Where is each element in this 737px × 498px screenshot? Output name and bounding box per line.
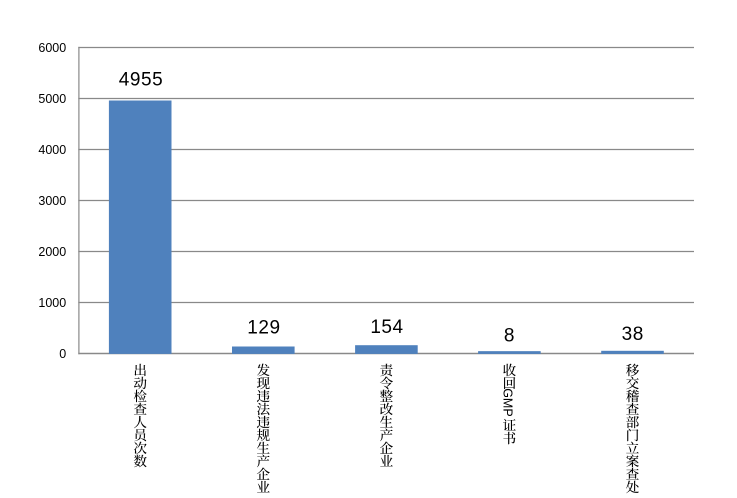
svg-text:0: 0 [59, 347, 66, 361]
svg-text:4000: 4000 [38, 143, 66, 157]
svg-text:GMP: GMP [501, 388, 515, 416]
svg-text:4955: 4955 [119, 69, 163, 90]
svg-text:38: 38 [622, 324, 644, 345]
svg-text:1000: 1000 [38, 296, 66, 310]
svg-text:154: 154 [370, 317, 403, 338]
svg-text:6000: 6000 [38, 41, 66, 55]
svg-text:2000: 2000 [38, 245, 66, 259]
svg-text:5000: 5000 [38, 92, 66, 106]
svg-text:8: 8 [504, 325, 515, 346]
svg-text:3000: 3000 [38, 194, 66, 208]
svg-text:129: 129 [247, 317, 280, 338]
